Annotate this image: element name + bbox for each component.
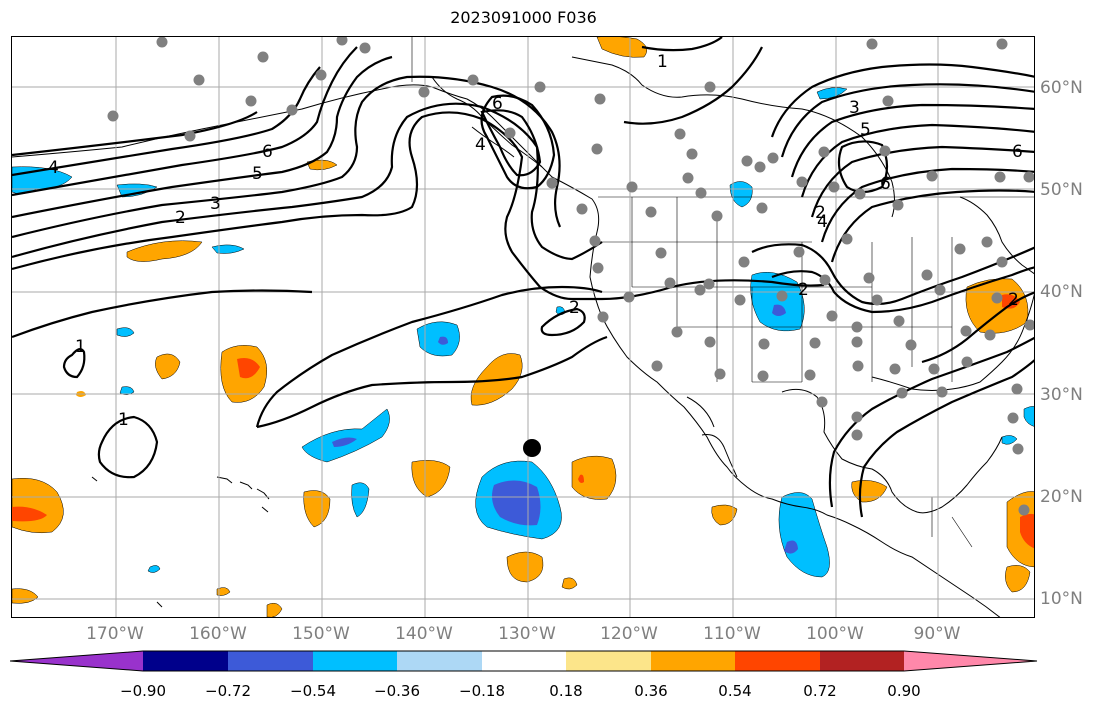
contour-label: 6 [492,94,503,114]
colorbar-segment [820,651,904,671]
lat-label: 40°N [1040,282,1083,302]
lon-label: 100°W [806,624,864,644]
colorbar-segment [313,651,397,671]
contour-label: 3 [210,194,221,214]
colorbar [10,650,1038,672]
lon-label: 90°W [913,624,961,644]
station-markers [107,37,1034,516]
colorbar-tick: −0.72 [205,682,251,700]
colorbar-segment [735,651,820,671]
lon-label: 160°W [189,624,247,644]
islands [91,476,270,608]
lat-label: 30°N [1040,385,1083,405]
lat-label: 60°N [1040,78,1083,98]
lon-label: 140°W [395,624,453,644]
colorbar-segment [228,651,313,671]
contour-label: 4 [817,212,828,232]
colorbar-tick: −0.54 [290,682,336,700]
contour-label: 6 [880,174,891,194]
center-marker [523,439,541,457]
colorbar-tick: 0.72 [803,682,837,700]
anomaly-shading [12,37,1034,617]
contour-label: 6 [262,142,273,162]
contour-label: 2 [1008,290,1019,310]
colorbar-tick: 0.90 [887,682,921,700]
contour-label: 1 [657,52,668,72]
lon-label: 130°W [498,624,556,644]
colorbar-segment [482,651,566,671]
contour-label: 2 [175,208,186,228]
contour-lines [12,37,1034,518]
contour-labels: 1 1 1 2 3 4 5 6 6 4 2 2 3 5 6 4 6 2 2 [48,52,1023,430]
colorbar-tick: −0.36 [374,682,420,700]
colorbar-tick: −0.18 [459,682,505,700]
contour-label: 2 [569,298,580,318]
map-canvas: 1 1 1 2 3 4 5 6 6 4 2 2 3 5 6 4 6 2 2 [12,37,1034,617]
contour-label: 5 [860,120,871,140]
colorbar-segment [651,651,735,671]
contour-label: 2 [815,203,826,223]
lat-label: 10°N [1040,589,1083,609]
contour-label: 5 [252,164,263,184]
contour-label: 1 [118,410,129,430]
map-panel[interactable]: 1 1 1 2 3 4 5 6 6 4 2 2 3 5 6 4 6 2 2 [11,36,1035,618]
contour-label: 2 [798,280,809,300]
contour-label: 3 [849,98,860,118]
colorbar-tick: −0.90 [120,682,166,700]
lon-label: 150°W [292,624,350,644]
colorbar-outline [10,650,1038,672]
colorbar-tick: 0.36 [634,682,668,700]
colorbar-segment [904,651,1037,671]
lon-label: 170°W [86,624,144,644]
graticule [12,37,1034,617]
contour-label: 4 [48,158,59,178]
contour-label: 6 [1012,142,1023,162]
colorbar-tick: 0.18 [549,682,583,700]
contour-label: 4 [475,135,486,155]
lat-label: 20°N [1040,487,1083,507]
lon-label: 120°W [600,624,658,644]
colorbar-segment [10,651,143,671]
colorbar-tick: 0.54 [718,682,752,700]
contour-label: 1 [75,337,86,357]
map-title: 2023091000 F036 [450,8,597,27]
lon-label: 110°W [703,624,761,644]
colorbar-segment [566,651,651,671]
colorbar-segment [397,651,482,671]
colorbar-segment [143,651,228,671]
lat-label: 50°N [1040,180,1083,200]
